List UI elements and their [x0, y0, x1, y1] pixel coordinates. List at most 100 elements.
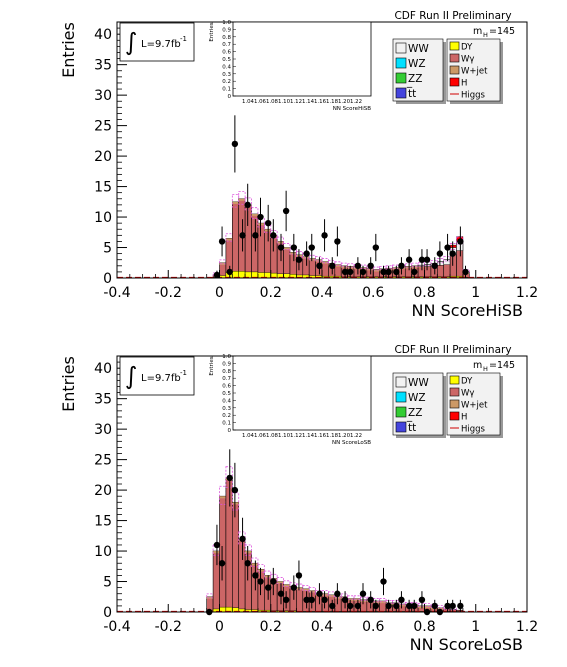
data-point: [436, 250, 444, 257]
bar-wjet: [257, 223, 265, 226]
data-point: [457, 602, 464, 610]
x-tick-label: 1: [471, 285, 480, 301]
uncertainty-band: [257, 217, 265, 228]
bar-wgamma: [251, 562, 259, 613]
data-point: [372, 602, 380, 610]
x-tick-label: 0.6: [362, 285, 384, 301]
mass-value: =145: [489, 26, 515, 37]
bar-wjet: [206, 596, 214, 599]
uncertainty-band: [379, 265, 387, 270]
bar-wgamma: [238, 538, 246, 613]
legend-swatch: [395, 376, 407, 388]
bar-wgamma: [308, 258, 316, 279]
y-tick-label: 15: [94, 180, 112, 196]
inset-x-label: NN ScoreLoSB: [332, 440, 371, 446]
inset-y-tick-label: 0.5: [222, 391, 231, 397]
y-tick-label: 25: [94, 453, 112, 469]
data-point: [346, 268, 354, 276]
uncertainty-band: [328, 260, 336, 265]
legend-swatch: [395, 406, 407, 418]
data-point: [341, 268, 349, 276]
inset-y-tick-label: 0.7: [222, 376, 231, 382]
inset-y-tick-label: 0: [228, 428, 232, 434]
lumi-superscript: -1: [180, 35, 187, 43]
y-tick-label: 40: [94, 27, 112, 43]
data-point: [303, 596, 310, 604]
legend-entry-label: Wγ: [461, 389, 474, 399]
data-point: [423, 256, 431, 263]
y-tick-label: 35: [94, 58, 112, 74]
x-tick-label: -0.4: [103, 285, 130, 301]
legend-swatch: [449, 41, 460, 51]
y-tick-label: 20: [94, 149, 112, 165]
bar-wjet: [251, 563, 258, 566]
inset-y-label: Entries: [209, 356, 215, 375]
uncertainty-band: [244, 544, 252, 556]
inset-y-tick-label: 0.9: [222, 361, 231, 367]
bar-wjet: [213, 551, 220, 554]
bar-wgamma: [232, 501, 240, 613]
uncertainty-band: [270, 573, 278, 582]
bar-wjet: [360, 599, 367, 602]
data-point: [264, 219, 272, 227]
data-point: [372, 244, 380, 251]
data-point: [321, 596, 328, 604]
data-point: [244, 201, 251, 209]
bar-wjet: [328, 594, 335, 598]
data-point: [449, 250, 456, 257]
legend-swatch: [449, 65, 460, 75]
data-point: [411, 268, 418, 276]
bar-wgamma: [264, 575, 272, 613]
mass-label: m: [473, 360, 482, 371]
bar-wjet: [322, 261, 329, 264]
mass-subscript: H: [483, 31, 488, 39]
x-tick-label: 0: [215, 619, 224, 635]
inset-x-label: NN ScoreHiSB: [333, 106, 372, 112]
legend-entry-label: W+jet: [461, 67, 488, 77]
lumi-label: L=9.7fb: [141, 39, 181, 50]
bar-wjet: [411, 265, 419, 268]
data-point: [329, 262, 336, 270]
data-point: [334, 238, 341, 245]
data-point: [444, 244, 451, 251]
data-point: [431, 262, 438, 270]
legend-swatch: [395, 42, 407, 54]
legend-swatch: [449, 411, 460, 421]
bar-wjet: [302, 588, 310, 591]
y-tick-label: 5: [103, 241, 112, 257]
data-point: [398, 262, 405, 270]
legend-entry-label: ZZ: [408, 73, 422, 85]
uncertainty-band: [276, 577, 284, 585]
bar-wjet: [238, 198, 246, 201]
inset-y-tick-label: 0.9: [222, 27, 231, 33]
bar-wgamma: [212, 550, 220, 613]
uncertainty-band: [251, 557, 259, 568]
integral-sign: ∫: [125, 362, 138, 390]
bar-wjet: [341, 265, 348, 268]
legend-swatch: [449, 399, 460, 409]
bar-wjet: [366, 268, 374, 271]
y-tick-label: 0: [103, 271, 112, 287]
integral-sign: ∫: [125, 28, 138, 56]
legend-entry-label: DY: [461, 377, 473, 387]
data-point: [270, 232, 277, 239]
data-point: [244, 560, 251, 567]
inset-y-tick-label: 0.2: [222, 79, 231, 85]
data-point: [457, 238, 464, 245]
inset-y-tick-label: 0.5: [222, 57, 231, 63]
legend-swatch: [449, 387, 460, 397]
legend-entry-label: Higgs: [461, 91, 486, 101]
data-point: [329, 602, 336, 610]
data-point: [231, 486, 239, 494]
data-point: [449, 602, 456, 610]
uncertainty-band: [385, 599, 393, 604]
bar-wjet: [289, 252, 297, 255]
inset-y-label: Entries: [209, 22, 215, 41]
bar-wjet: [354, 598, 361, 601]
data-point: [462, 268, 469, 276]
data-point: [290, 244, 298, 251]
uncertainty-band: [385, 265, 393, 270]
x-tick-label: 0.8: [413, 285, 435, 301]
data-point: [418, 596, 426, 604]
bar-wjet: [264, 229, 271, 232]
